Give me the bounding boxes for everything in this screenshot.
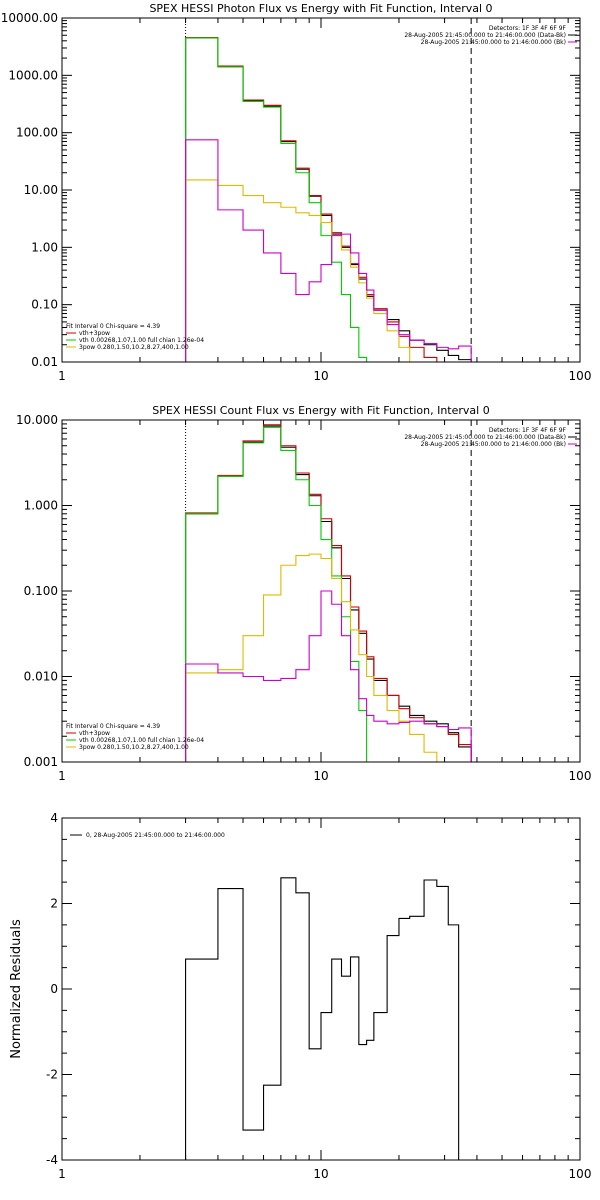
- series-step-line: [185, 37, 472, 362]
- x-tick-label: 100: [569, 369, 592, 383]
- plot-frame: [61, 817, 581, 1161]
- y-tick-label: 1000.00: [8, 68, 58, 82]
- info-line: 28-Aug-2005 21:45:00.000 to 21:46:00.000…: [421, 441, 566, 448]
- x-tick-label: 10: [313, 369, 328, 383]
- y-tick-label: 10000.00: [1, 11, 58, 25]
- x-tick-label: 10: [313, 1167, 328, 1181]
- series-step-line: [185, 139, 472, 362]
- y-tick-label: 10.00: [24, 183, 58, 197]
- y-axis-label: Normalized Residuals: [9, 919, 24, 1059]
- y-tick-label: 10.000: [16, 413, 58, 427]
- plot-frame: [61, 17, 581, 363]
- series-step-line: [185, 553, 449, 762]
- fit-label: Fit Interval 0 Chi-square = 4.39: [66, 323, 160, 330]
- legend-entry: 3pow 0.280,1.50,10.2,8.27,400,1.00: [79, 344, 189, 351]
- y-tick-label: 4: [50, 811, 58, 825]
- y-tick-label: 100.00: [16, 126, 58, 140]
- count-flux-panel: SPEX HESSI Count Flux vs Energy with Fit…: [16, 404, 591, 783]
- legend-entry: vth+3pow: [79, 730, 110, 737]
- residuals-panel: 1 10 100 -4 -2 0 2 4 Normalized Residuals 0, 28-A…: [9, 811, 591, 1181]
- y-tick-label: -2: [46, 1068, 58, 1082]
- legend-entry: vth+3pow: [79, 330, 110, 337]
- x-tick-label: 10: [313, 769, 328, 783]
- fit-label: Fit Interval 0 Chi-square = 4.39: [66, 723, 160, 730]
- series-step-line: [185, 426, 374, 762]
- y-tick-label: 2: [50, 897, 58, 911]
- x-tick-label: 1: [58, 1167, 66, 1181]
- y-tick-label: 1.00: [31, 240, 58, 254]
- y-tick-label: 1.000: [24, 499, 58, 513]
- y-tick-label: 0.01: [31, 355, 58, 369]
- x-tick-label: 1: [58, 769, 66, 783]
- y-tick-label: 0.001: [24, 755, 58, 769]
- x-tick-label: 100: [569, 1167, 592, 1181]
- plot-frame: [61, 419, 581, 763]
- series-step-line: [185, 877, 460, 1160]
- info-line: 28-Aug-2005 21:45:00.000 to 21:46:00.000…: [404, 434, 566, 441]
- info-line: Detectors: 1F 3F 4F 6F 9F: [489, 25, 567, 32]
- chart-title: SPEX HESSI Count Flux vs Energy with Fit…: [152, 404, 489, 417]
- y-tick-label: 0: [50, 982, 58, 996]
- series-step-line: [185, 424, 472, 762]
- legend-entry: 3pow 0.280,1.50,10.2,8.27,400,1.00: [79, 744, 189, 751]
- y-tick-label: 0.10: [31, 298, 58, 312]
- info-line: Detectors: 1F 3F 4F 6F 9F: [489, 427, 567, 434]
- legend-entry: 0, 28-Aug-2005 21:45:00.000 to 21:46:00.…: [86, 832, 225, 839]
- y-tick-label: 0.100: [24, 584, 58, 598]
- x-tick-label: 100: [569, 769, 592, 783]
- series-step-line: [185, 590, 472, 762]
- x-tick-label: 1: [58, 369, 66, 383]
- y-tick-label: 0.010: [24, 670, 58, 684]
- legend-entry: vth 0.00268,1.07,1.00 full chian 1.26e-0…: [79, 337, 204, 344]
- series-step-line: [185, 425, 472, 762]
- info-line: 28-Aug-2005 21:45:00.000 to 21:46:00.000…: [404, 32, 566, 39]
- series-step-line: [185, 37, 374, 362]
- y-tick-label: -4: [46, 1153, 58, 1167]
- photon-flux-panel: SPEX HESSI Photon Flux vs Energy with Fi…: [1, 2, 592, 383]
- legend-entry: vth 0.00268,1.07,1.00 full chian 1.26e-0…: [79, 737, 204, 744]
- series-step-line: [185, 37, 472, 362]
- chart-title: SPEX HESSI Photon Flux vs Energy with Fi…: [149, 2, 492, 15]
- info-line: 28-Aug-2005 21:45:00.000 to 21:46:00.000…: [421, 39, 566, 46]
